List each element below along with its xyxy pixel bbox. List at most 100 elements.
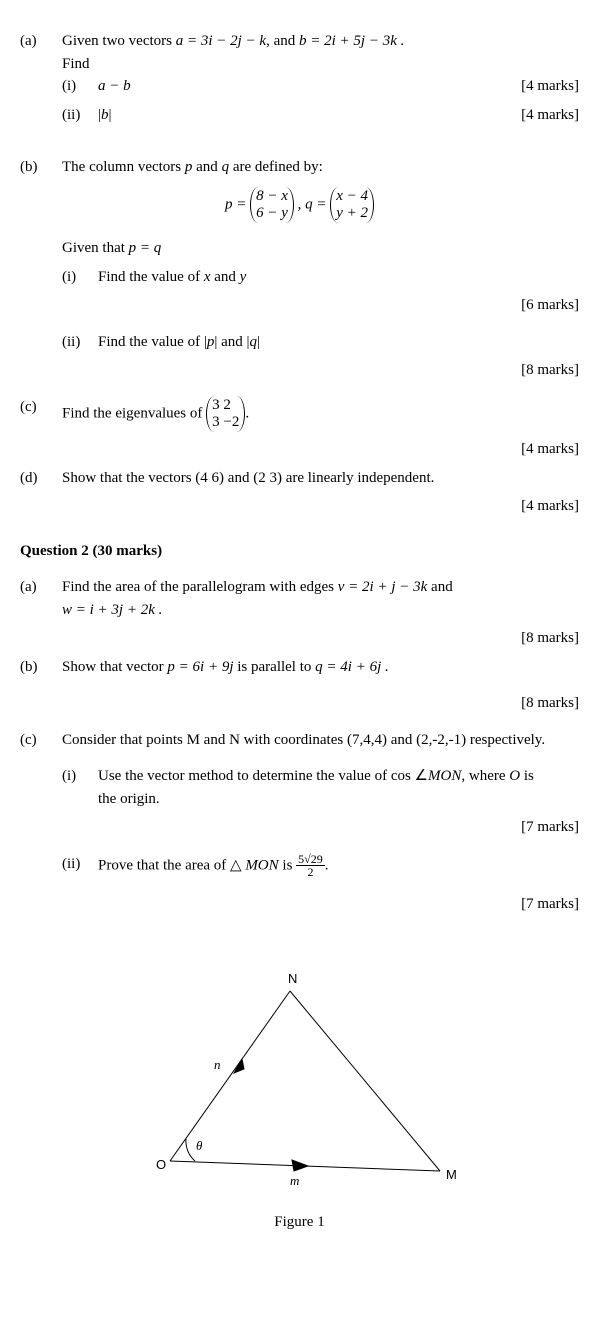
q1c-post: . (245, 405, 249, 421)
q2a-post: and (427, 579, 452, 595)
fig-label-N: N (288, 971, 297, 986)
q1a-intro-pre: Given two vectors (62, 33, 176, 49)
q2a-pre: Find the area of the parallelogram with … (62, 579, 338, 595)
q1c-label: (c) (20, 396, 62, 419)
q1b-given: Given that p = q (62, 237, 579, 260)
q1d-label: (d) (20, 467, 62, 490)
q1a-find: Find (62, 53, 579, 76)
q1c-body: Find the eigenvalues of 3 2 3 −2 . (62, 396, 579, 433)
q1b-p-r1: 8 − x (256, 188, 288, 205)
q2b-label: (b) (20, 656, 62, 679)
q1b-i-text: Find the value of x and y (98, 266, 579, 289)
q2c-i-marks-row: [7 marks] (20, 816, 579, 839)
q1b-intro: The column vectors p and q are defined b… (62, 159, 323, 175)
q2c-i-line1: Use the vector method to determine the v… (98, 768, 534, 784)
q2a-body: Find the area of the parallelogram with … (62, 576, 579, 621)
q1a-ii-marks: [4 marks] (499, 104, 579, 127)
q2b-marks-row: [8 marks] (20, 692, 579, 715)
q1a-i-marks: [4 marks] (499, 75, 579, 98)
q1c-r1: 3 2 (212, 397, 239, 414)
q2c-i-body: Use the vector method to determine the v… (98, 765, 579, 810)
q2c-ii-label: (ii) (62, 853, 98, 876)
q1b-ii-label: (ii) (62, 331, 98, 354)
q1a-eq1: a = 3i − 2j − k (176, 33, 266, 49)
q1a-eq2: b = 2i + 5j − 3k . (299, 33, 404, 49)
q1b-eq-p: p = (225, 196, 250, 212)
fig-label-theta: θ (196, 1138, 203, 1153)
q2c-ii-den: 2 (296, 866, 325, 879)
q1c-r2: 3 −2 (212, 414, 239, 431)
q2a-marks: [8 marks] (499, 627, 579, 650)
q2b-body: Show that vector p = 6i + 9j is parallel… (62, 656, 579, 679)
q1b-i-marks-row: [6 marks] (20, 294, 579, 317)
q1a-ii-text: ||b|b| (98, 104, 499, 127)
q1b-row: (b) The column vectors p and q are defin… (20, 156, 579, 179)
q1b-label: (b) (20, 156, 62, 179)
figure-caption: Figure 1 (20, 1211, 579, 1234)
q2c-i-line2: the origin. (98, 788, 579, 811)
q1a-label: (a) (20, 30, 62, 53)
q1c-marks-row: [4 marks] (20, 438, 579, 461)
q2c-ii-body: Prove that the area of △ MON is 5√29 2 . (98, 853, 579, 879)
q2c-ii-pre: Prove that the area of △ MON is (98, 857, 296, 873)
q1a-ii-label: (ii) (62, 104, 98, 127)
q1b-ii-text: Find the value of |p| and |q| (98, 331, 579, 354)
q1b-i-row: (i) Find the value of x and y (62, 266, 579, 289)
q1b-i-label: (i) (62, 266, 98, 289)
q2c-ii-num: 5√29 (296, 853, 325, 867)
q2b-eq2: q = 4i + 6j . (315, 659, 389, 675)
q2a-eq1: v = 2i + j − 3k (338, 579, 428, 595)
q2a-line2: w = i + 3j + 2k . (62, 599, 579, 622)
q2b-mid: is parallel to (234, 659, 316, 675)
q2c-ii-row: (ii) Prove that the area of △ MON is 5√2… (62, 853, 579, 879)
q2a-marks-row: [8 marks] (20, 627, 579, 650)
q2c-ii-marks: [7 marks] (499, 893, 579, 916)
q1a-ii-row: (ii) ||b|b| [4 marks] (62, 104, 579, 127)
q1a-intro-mid: , and (266, 33, 299, 49)
q1b-ii-row: (ii) Find the value of |p| and |q| (62, 331, 579, 354)
q2b-eq1: p = 6i + 9j (167, 659, 233, 675)
q2c-ii-marks-row: [7 marks] (20, 893, 579, 916)
q2c-ii-frac: 5√29 2 (296, 853, 325, 879)
q1c-marks: [4 marks] (499, 438, 579, 461)
q1b-ii-marks: [8 marks] (499, 359, 579, 382)
q2a-label: (a) (20, 576, 62, 599)
q2-heading: Question 2 (30 marks) (20, 540, 579, 563)
q1a-i-row: (i) a − b [4 marks] (62, 75, 579, 98)
q1a-i-label: (i) (62, 75, 98, 98)
fig-label-M: M (446, 1167, 457, 1182)
q1a-row: (a) Given two vectors a = 3i − 2j − k, a… (20, 30, 579, 132)
q1d-text: Show that the vectors (4 6) and (2 3) ar… (62, 467, 579, 490)
q1d-marks: [4 marks] (499, 495, 579, 518)
q2c-label: (c) (20, 729, 62, 752)
q1b-i-marks: [6 marks] (499, 294, 579, 317)
q1b-ii-marks-row: [8 marks] (20, 359, 579, 382)
q1b-q-r1: x − 4 (336, 188, 368, 205)
q2c-i-row: (i) Use the vector method to determine t… (62, 765, 579, 810)
fig-label-O: O (156, 1157, 166, 1172)
q1b-eq: p = 8 − x 6 − y , q = x − 4 y + 2 (20, 187, 579, 224)
q1b-p-r2: 6 − y (256, 205, 288, 222)
q1b-q-r2: y + 2 (336, 205, 368, 222)
q2c-row: (c) Consider that points M and N with co… (20, 729, 579, 752)
q2c-intro: Consider that points M and N with coordi… (62, 729, 579, 752)
q2b-row: (b) Show that vector p = 6i + 9j is para… (20, 656, 579, 679)
q1c-row: (c) Find the eigenvalues of 3 2 3 −2 . (20, 396, 579, 433)
q1c-matrix: 3 2 3 −2 (206, 396, 245, 433)
q1b-eq-comma: , q = (298, 196, 331, 212)
q1b-body: The column vectors p and q are defined b… (62, 156, 579, 179)
q1a-i-text: a − b (98, 75, 499, 98)
q1c-pre: Find the eigenvalues of (62, 405, 206, 421)
fig-label-n: n (214, 1057, 221, 1072)
q2c-ii-post: . (325, 857, 329, 873)
q1d-row: (d) Show that the vectors (4 6) and (2 3… (20, 467, 579, 490)
q1a-body: Given two vectors a = 3i − 2j − k, and b… (62, 30, 579, 132)
q2c-i-label: (i) (62, 765, 98, 788)
q1d-marks-row: [4 marks] (20, 495, 579, 518)
q2b-pre: Show that vector (62, 659, 167, 675)
q2b-marks: [8 marks] (499, 692, 579, 715)
q1b-qmatrix: x − 4 y + 2 (330, 187, 374, 224)
q2a-row: (a) Find the area of the parallelogram w… (20, 576, 579, 621)
q2c-i-marks: [7 marks] (499, 816, 579, 839)
q1b-pmatrix: 8 − x 6 − y (250, 187, 294, 224)
